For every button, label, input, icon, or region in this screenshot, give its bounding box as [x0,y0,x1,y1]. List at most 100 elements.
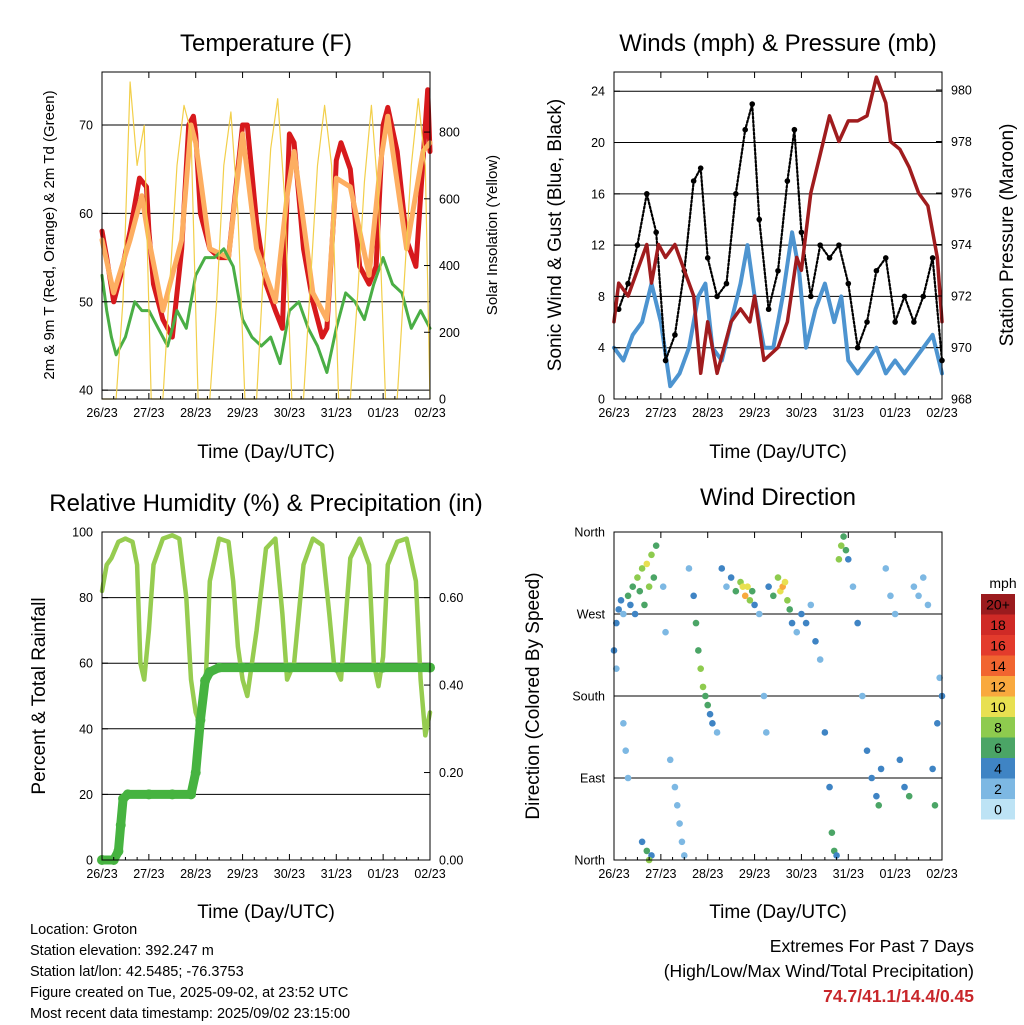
legend-label: 20+ [986,596,1010,612]
rh-series-relative-humidity [99,533,433,738]
dir-ytick-label: South [572,690,605,704]
dir-point [891,610,899,618]
wind-point [798,229,805,236]
wind-point [911,319,917,325]
wind-point [733,191,739,197]
legend-swatch [981,717,1015,738]
wind-xtick-label: 27/23 [645,406,676,420]
wind-point [836,242,842,248]
dir-point [882,565,890,572]
dir-point [741,592,749,600]
created-text: Figure created on Tue, 2025-09-02, at 23… [30,985,349,1001]
rh-ytick-label: 100 [72,526,93,540]
rh-chart: 26/23 27/23 28/23 29/23 30/23 31/23 01/23 02/23… [72,526,463,882]
rh-ylabel-left: Percent & Total Rainfall [29,597,50,794]
dir-xtick-label: 26/23 [598,867,629,881]
dir-point [826,783,833,791]
rh-point [113,846,124,857]
dir-point [877,765,885,773]
dir-chart: 26/23 27/23 28/23 29/23 30/23 31/23 01/23 02/23… [572,526,1015,881]
wind-point [765,306,772,313]
dir-point [641,601,648,609]
dir-point [842,546,850,554]
extremes-subheading: (High/Low/Max Wind/Total Precipitation) [663,961,974,981]
rh-point [122,789,133,800]
dir-ylabel-left: Direction (Colored By Speed) [523,572,544,819]
dir-point [620,720,627,727]
temp-xtick-label: 26/23 [86,406,117,420]
wind-ylabel-left: Sonic Wind & Gust (Blue, Black) [545,99,566,371]
dir-point [786,606,794,613]
wind-xtick-label: 31/23 [833,406,864,420]
dir-point [905,792,913,800]
dir-point [910,583,918,590]
wind-xlabel: Time (Day/UTC) [709,442,847,463]
dir-point [868,774,876,782]
dir-point [704,701,712,709]
wind-xtick-label: 29/23 [739,406,770,420]
extremes-heading: Extremes For Past 7 Days [769,936,974,956]
dir-point [840,533,847,540]
dir-point [622,747,630,754]
dir-point [645,583,653,590]
wind-ytick-label: 0 [598,393,605,407]
legend-swatch [981,614,1015,635]
dir-point [915,592,922,600]
dir-point [718,565,726,572]
temp-y2tick-label: 200 [439,326,460,340]
dir-point [739,583,747,590]
wind-point [697,165,704,171]
wind-point [845,280,852,287]
wind-point [775,267,781,274]
wind-ytick-label: 8 [598,290,605,304]
dir-point [919,574,927,581]
wind-ytick-label: 16 [591,187,605,201]
dir-point [617,597,625,604]
dir-point [692,619,700,627]
recent-data-text: Most recent data timestamp: 2025/09/02 2… [30,1006,351,1022]
wind-point [742,126,748,133]
temp-y2tick-label: 800 [439,126,460,140]
wind-point [714,293,720,300]
dir-point [678,838,686,846]
dir-point [762,729,770,736]
dir-point [765,583,772,590]
wind-point [672,332,678,338]
dir-point [770,592,777,600]
rh-title: Relative Humidity (%) & Precipitation (i… [49,490,482,517]
dir-point [685,565,693,572]
wind-point [929,255,936,261]
rh-xlabel: Time (Day/UTC) [197,902,335,923]
wind-point [791,126,798,133]
dir-point [638,838,646,846]
legend-swatch [981,758,1015,779]
rh-point [167,789,178,800]
dir-point [709,720,716,727]
wind-y2tick-label: 970 [951,341,972,355]
rh-ytick-label: 40 [79,722,93,736]
rh-y2tick-label: 0.40 [439,679,463,693]
dir-point [837,542,845,549]
rh-xtick-label: 02/23 [414,867,445,881]
wind-point [826,255,833,261]
legend-swatch [981,737,1015,758]
temp-xtick-label: 28/23 [180,406,211,420]
dir-point [643,560,651,568]
dir-point [901,783,908,791]
wind-point [644,191,650,197]
dir-point [636,587,644,595]
rh-point [143,789,154,800]
wind-xtick-label: 26/23 [598,406,629,420]
dir-point [755,610,763,618]
legend-label: 2 [994,781,1002,797]
temp-series-9m-t [99,113,433,322]
extremes-box: Extremes For Past 7 Days (High/Low/Max W… [664,934,974,1009]
dir-point [798,610,805,618]
rh-point [331,662,342,673]
dir-xtick-label: 30/23 [786,867,817,881]
rh-xtick-label: 27/23 [133,867,164,881]
legend-swatch [981,799,1015,820]
dir-point [760,692,768,700]
legend-title: mph [989,575,1016,591]
rh-series-total-rainfall [97,663,435,865]
